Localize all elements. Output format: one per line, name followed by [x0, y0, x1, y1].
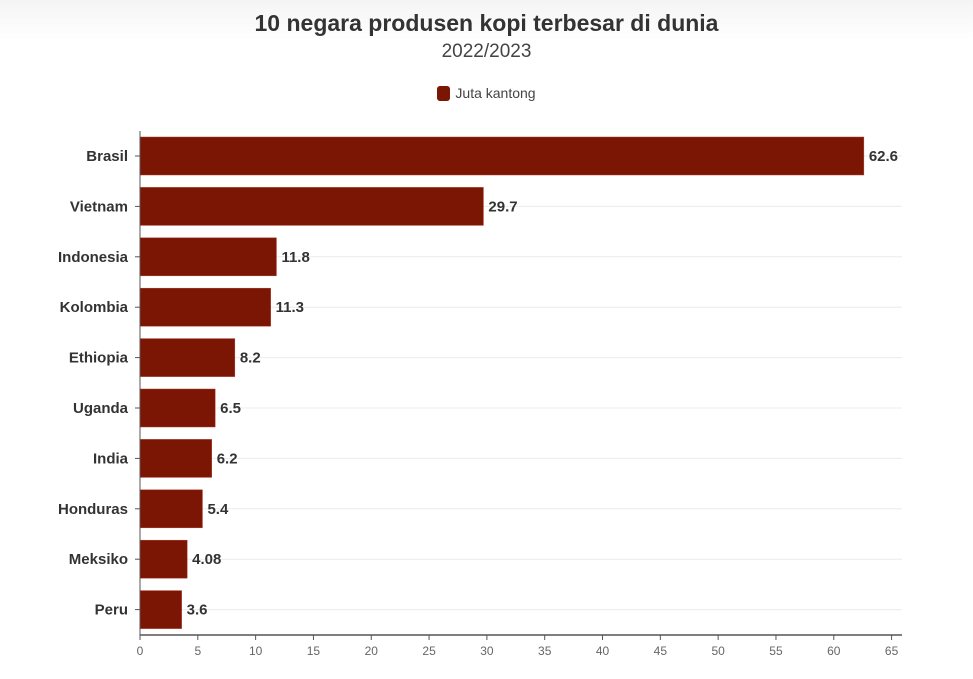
x-tick-label: 25 [422, 644, 436, 658]
y-tick-label: Kolombia [60, 299, 129, 316]
y-tick-label: Brasil [86, 148, 128, 165]
data-label: 3.6 [187, 602, 208, 619]
legend: Juta kantong [0, 85, 973, 101]
x-tick-label: 40 [596, 644, 610, 658]
bar [139, 439, 212, 478]
legend-label: Juta kantong [455, 85, 536, 101]
data-label: 5.4 [207, 501, 229, 518]
x-tick-label: 5 [194, 644, 201, 658]
x-tick-label: 65 [885, 644, 899, 658]
y-tick-label: India [93, 450, 129, 467]
y-tick-label: Indonesia [58, 249, 129, 266]
data-label: 29.7 [488, 198, 517, 215]
bar [139, 187, 484, 226]
data-label: 62.6 [869, 148, 898, 165]
bar [139, 489, 203, 529]
bar [139, 136, 865, 176]
y-tick-label: Vietnam [70, 198, 128, 215]
bar [139, 287, 271, 327]
data-label: 6.2 [217, 450, 238, 467]
y-tick-label: Uganda [73, 400, 129, 417]
bar [139, 388, 216, 428]
x-tick-label: 0 [137, 644, 144, 658]
x-tick-label: 15 [307, 644, 321, 658]
bar [139, 338, 236, 377]
x-tick-label: 10 [249, 644, 263, 658]
x-tick-label: 20 [365, 644, 379, 658]
x-tick-label: 50 [711, 644, 725, 658]
x-tick-label: 60 [827, 644, 841, 658]
bar [139, 539, 188, 579]
bar [139, 237, 277, 277]
data-label: 11.8 [281, 249, 309, 266]
x-tick-label: 30 [480, 644, 494, 658]
data-label: 6.5 [220, 400, 241, 417]
bar [139, 590, 182, 629]
y-tick-label: Ethiopia [69, 350, 129, 367]
chart-subtitle: 2022/2023 [441, 41, 532, 62]
data-label: 8.2 [240, 350, 261, 367]
x-tick-label: 35 [538, 644, 552, 658]
chart-title: 10 negara produsen kopi terbesar di duni… [254, 10, 719, 36]
data-label: 4.08 [192, 551, 221, 568]
legend-swatch [437, 85, 451, 101]
y-tick-label: Honduras [58, 501, 128, 518]
y-tick-label: Meksiko [69, 551, 128, 568]
data-label: 11.3 [276, 299, 304, 316]
x-tick-label: 55 [769, 644, 783, 658]
y-tick-label: Peru [95, 602, 128, 619]
x-tick-label: 45 [654, 644, 668, 658]
